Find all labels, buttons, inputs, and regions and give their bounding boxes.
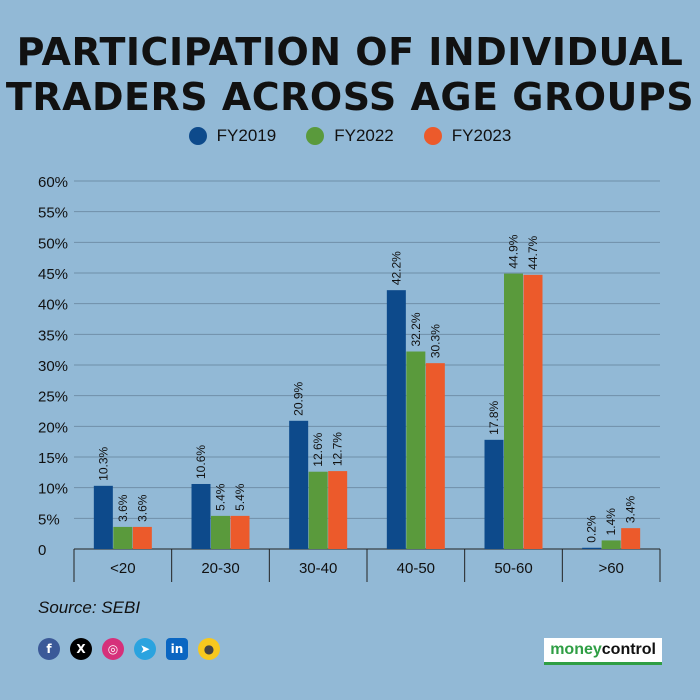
legend-item-fy2019: FY2019 [188,126,277,146]
bar-fy2023-20-30 [230,515,250,549]
bar-fy2019-20-30 [191,483,211,549]
data-label: 10.3% [96,446,110,480]
bar-fy2019-lt20 [93,485,113,549]
data-label: 44.7% [526,235,540,269]
source-note: Source: SEBI [38,598,141,617]
bar-fy2022-40-50 [406,351,426,549]
y-tick-label: 35% [38,327,68,344]
data-label: 0.2% [585,515,599,543]
y-tick-label: 40% [38,297,68,314]
x-icon[interactable]: X [70,638,92,660]
data-label: 3.4% [624,495,638,523]
legend-label-fy2022: FY2022 [334,126,394,145]
instagram-icon[interactable]: ◎ [102,638,124,660]
social-icons: f X ◎ ➤ in ● [38,638,220,660]
y-tick-label: 50% [38,235,68,252]
data-label: 5.4% [233,483,247,511]
legend-swatch-fy2022 [306,127,325,145]
data-label: 30.3% [428,324,442,358]
y-tick-label: 25% [38,389,68,406]
brand-logo-part-2: control [601,641,656,658]
brand-logo-part-1: money [550,641,602,658]
x-tick-label: 30-40 [299,560,337,577]
data-label: 10.6% [194,445,208,479]
data-label: 17.8% [487,400,501,434]
data-label: 20.9% [292,381,306,415]
y-tick-label: 45% [38,266,68,283]
y-tick-label: 55% [38,205,68,222]
y-tick-label: 15% [38,450,68,467]
bar-fy2022-50-60 [504,273,523,549]
telegram-icon[interactable]: ➤ [134,638,156,660]
data-label: 44.9% [507,234,521,268]
bar-fy2019-40-50 [386,290,406,549]
legend-item-fy2023: FY2023 [423,126,512,146]
bar-fy2023-30-40 [328,471,348,549]
chart-legend: FY2019 FY2022 FY2023 [0,126,700,146]
x-tick-label: >60 [598,560,623,577]
facebook-icon[interactable]: f [38,638,60,660]
legend-label-fy2019: FY2019 [216,126,277,145]
bar-fy2023-40-50 [425,363,445,549]
bar-fy2022-20-30 [211,515,230,549]
y-tick-label: 60% [38,174,68,191]
bar-fy2022-lt20 [113,526,133,549]
x-tick-label: 40-50 [397,560,435,577]
y-tick-label: 30% [38,358,68,375]
bar-fy2019-gt60 [582,547,602,549]
bar-fy2022-gt60 [601,540,621,549]
y-tick-label: 20% [38,419,68,436]
bar-fy2022-30-40 [308,471,328,549]
bar-fy2023-gt60 [621,528,641,549]
data-label: 42.2% [389,251,403,285]
bar-fy2019-30-40 [289,420,309,549]
y-tick-label: 5% [38,511,60,528]
data-label: 12.6% [311,432,325,466]
data-label: 32.2% [409,312,423,346]
legend-label-fy2023: FY2023 [451,126,512,145]
data-label: 3.6% [116,494,130,522]
linkedin-icon[interactable]: in [166,638,188,660]
chart-title: PARTICIPATION OF INDIVIDUAL TRADERS ACRO… [0,30,700,120]
x-tick-label: <20 [110,560,135,577]
data-label: 5.4% [214,483,228,511]
koo-icon[interactable]: ● [198,638,220,660]
legend-swatch-fy2019 [188,127,207,145]
y-tick-label: 0 [38,542,46,559]
bar-fy2023-lt20 [132,526,152,549]
legend-swatch-fy2023 [423,127,442,145]
brand-logo: moneycontrol [544,638,662,665]
bar-fy2023-50-60 [523,274,543,549]
bar-fy2019-50-60 [484,439,504,549]
data-label: 3.6% [135,494,149,522]
x-tick-label: 20-30 [201,560,239,577]
y-tick-label: 10% [38,481,68,498]
chart-title-line-1: PARTICIPATION OF INDIVIDUAL [16,30,684,74]
legend-item-fy2022: FY2022 [306,126,394,146]
data-label: 1.4% [604,508,618,536]
chart-title-line-2: TRADERS ACROSS AGE GROUPS [5,75,695,119]
data-label: 12.7% [331,432,345,466]
x-tick-label: 50-60 [494,560,532,577]
